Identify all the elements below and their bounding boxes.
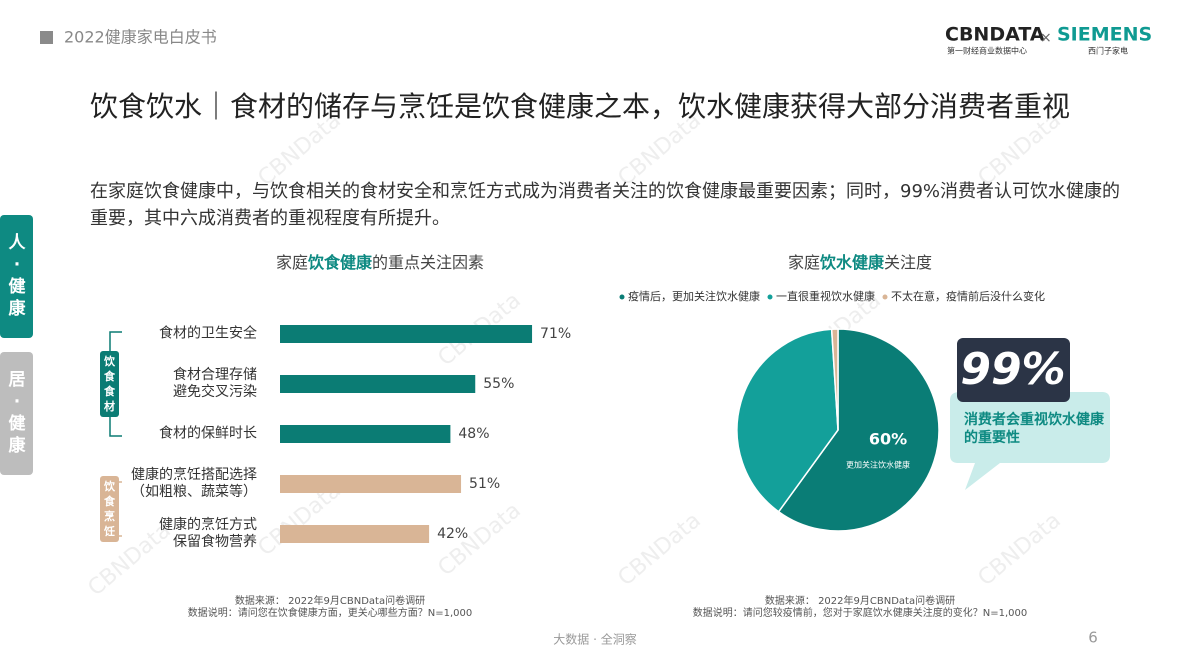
legend-label: 不太在意，疫情前后没什么变化 [891,289,1045,303]
category-label: 食材合理存储 避免交叉污染 [173,367,257,400]
value-label: 48% [458,426,489,442]
logo-siemens: SIEMENS [1057,24,1152,46]
watermark: CBNData [614,508,706,591]
slice-label: 60% [869,430,907,449]
logo-cross: × [1040,30,1052,46]
tagline: 大数据 · 全洞察 [553,632,636,647]
bar [280,425,451,443]
callout-big: 99% [960,344,1065,395]
source-note: 数据说明：请问您在饮食健康方面，更关心哪些方面？N=1,000 [188,606,473,619]
bar [280,525,430,543]
pie-slice [777,328,940,532]
chart-title-part: 饮水健康 [819,253,885,272]
callout-badge [957,338,1070,402]
value-label: 55% [483,376,514,392]
bar [280,375,476,393]
logo-siemens-sub: 西门子家电 [1088,46,1128,56]
category-label: 食材的保鲜时长 [159,425,257,442]
legend-dot [767,294,773,300]
chart-title: 家庭饮食健康的重点关注因素 [276,253,484,272]
value-label: 51% [469,476,500,492]
slide-subtitle: 在家庭饮食健康中，与饮食相关的食材安全和烹饪方式成为消费者关注的饮食健康最重要因… [90,181,1121,229]
page-number: 6 [1088,629,1098,647]
chart-title-part: 家庭 [276,253,308,272]
chart-title-part: 的重点关注因素 [372,253,484,272]
logo-cbndata: CBNDATA [945,24,1045,46]
pie-slice [736,328,839,513]
callout-text: 消费者会重视饮水健康的重要性 [964,412,1104,446]
sidebar-label[interactable]: 人·健康 [8,233,26,319]
chart-title-part: 关注度 [884,253,932,272]
group-label: 饮食食材 [104,355,115,413]
category-label: 健康的烹饪方式 保留食物营养 [159,517,257,550]
category-label: 健康的烹饪搭配选择 （如粗粮、蔬菜等） [131,467,257,500]
category-label: 食材的卫生安全 [159,325,257,342]
group-label: 饮食烹饪 [104,480,115,538]
header-square [40,31,53,44]
value-label: 42% [437,526,468,542]
sidebar-tab[interactable] [0,352,33,475]
chart-title: 家庭饮水健康关注度 [788,253,932,272]
group-box [100,351,119,417]
slide-title: 饮食饮水｜食材的储存与烹饪是饮食健康之本，饮水健康获得大部分消费者重视 [90,90,1071,123]
watermark: CBNData [974,508,1066,591]
pie-slice [830,328,839,431]
value-label: 71% [540,326,571,342]
legend-label: 疫情后，更加关注饮水健康 [628,289,760,303]
bar [280,325,533,343]
source-note: 数据来源： 2022年9月CBNData问卷调研 [765,594,955,607]
sidebar-tab-active[interactable] [0,215,33,338]
callout-bubble [950,392,1110,490]
sidebar-label[interactable]: 居·健康 [8,370,26,456]
source-note: 数据来源： 2022年9月CBNData问卷调研 [235,594,425,607]
slice-note: 更加关注饮水健康 [846,460,910,470]
chart-title-part: 饮食健康 [307,253,373,272]
report-name: 2022健康家电白皮书 [64,28,217,47]
bar [280,475,462,493]
legend-dot [882,294,888,300]
legend-dot [619,294,625,300]
legend-label: 一直很重视饮水健康 [776,289,875,303]
source-note: 数据说明：请问您较疫情前，您对于家庭饮水健康关注度的变化？N=1,000 [693,606,1028,619]
chart-title-part: 家庭 [788,253,820,272]
logo-cbndata-sub: 第一财经商业数据中心 [947,46,1027,56]
group-box [100,476,119,542]
